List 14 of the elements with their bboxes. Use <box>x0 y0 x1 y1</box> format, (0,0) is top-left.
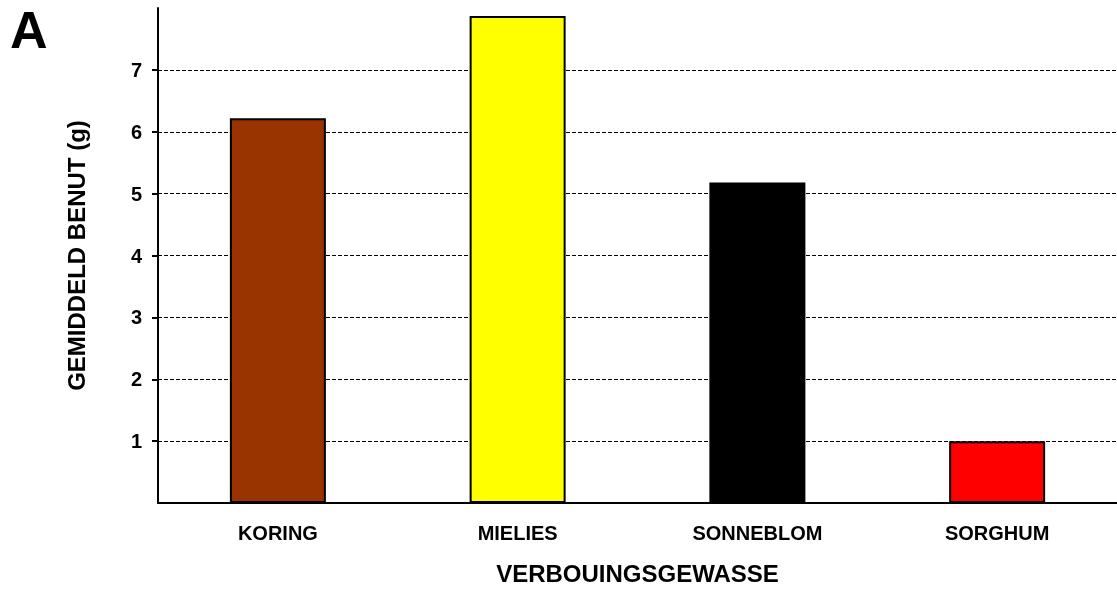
y-tick-label: 2 <box>130 368 142 391</box>
x-tick-label: SORGHUM <box>944 522 1050 544</box>
y-axis-title: GEMIDDELD BENUT (g) <box>62 120 90 391</box>
x-tick-label: SONNEBLOM <box>692 522 823 544</box>
text: A <box>10 1 48 59</box>
x-axis-title: VERBOUINGSGEWASSE <box>496 559 779 587</box>
y-tick-label: 4 <box>130 244 143 267</box>
y-tick-label: 6 <box>130 120 142 143</box>
x-tick-label: MIELIES <box>477 522 558 544</box>
y-tick-label: 1 <box>130 430 142 453</box>
y-tick-label: 3 <box>130 306 142 329</box>
x-tick-label: KORING <box>237 522 318 544</box>
y-tick-label: 7 <box>130 58 142 81</box>
y-tick-label: 5 <box>130 182 142 205</box>
